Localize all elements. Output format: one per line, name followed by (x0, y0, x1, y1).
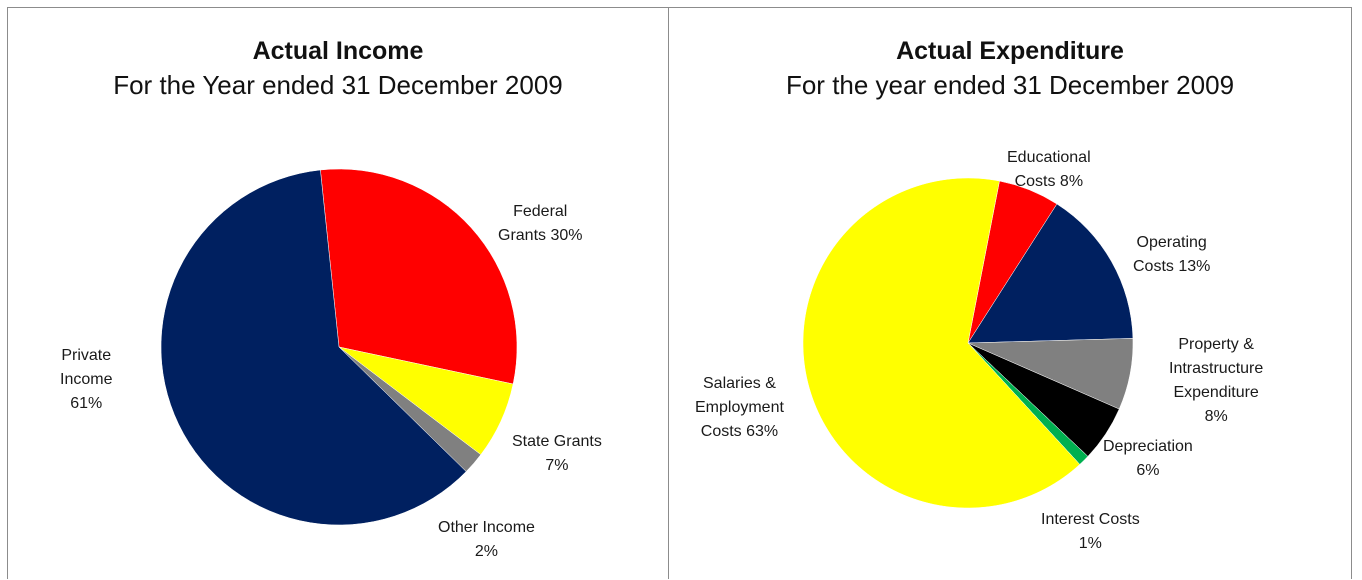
expenditure-label-educational-costs: Educational Costs 8% (1007, 149, 1091, 190)
income-chart-title: Actual Income (252, 37, 424, 65)
income-chart-subtitle: For the Year ended 31 December 2009 (113, 70, 563, 100)
expenditure-label-interest-costs: Interest Costs 1% (1041, 511, 1140, 552)
expenditure-label-property-infrastructure: Property & Intrastructure Expenditure 8% (1169, 336, 1264, 425)
expenditure-label-salaries-employment: Salaries & Employment Costs 63% (695, 375, 784, 440)
income-chart-title-block: Actual Income For the Year ended 31 Dece… (8, 36, 668, 100)
expenditure-pie-slice-1 (967, 203, 1134, 344)
expenditure-label-operating-costs: Operating Costs 13% (1133, 234, 1211, 275)
expenditure-pie-slice-5 (802, 177, 1081, 509)
income-pie-slice-0 (320, 168, 518, 385)
income-pie-chart (160, 168, 518, 526)
income-chart-panel: Actual Income For the Year ended 31 Dece… (7, 7, 669, 579)
expenditure-pie-chart (802, 177, 1134, 509)
expenditure-chart-panel: Actual Expenditure For the year ended 31… (668, 7, 1352, 579)
expenditure-chart-subtitle: For the year ended 31 December 2009 (785, 70, 1235, 100)
income-label-private-income: Private Income 61% (60, 347, 113, 412)
income-label-other-income: Other Income 2% (438, 519, 535, 560)
income-label-federal-grants: Federal Grants 30% (498, 203, 583, 244)
income-pie-slice-3 (160, 169, 467, 526)
income-label-state-grants: State Grants 7% (512, 433, 602, 474)
expenditure-chart-title: Actual Expenditure (896, 37, 1124, 65)
expenditure-label-depreciation: Depreciation 6% (1103, 438, 1193, 479)
expenditure-chart-title-block: Actual Expenditure For the year ended 31… (669, 36, 1351, 100)
